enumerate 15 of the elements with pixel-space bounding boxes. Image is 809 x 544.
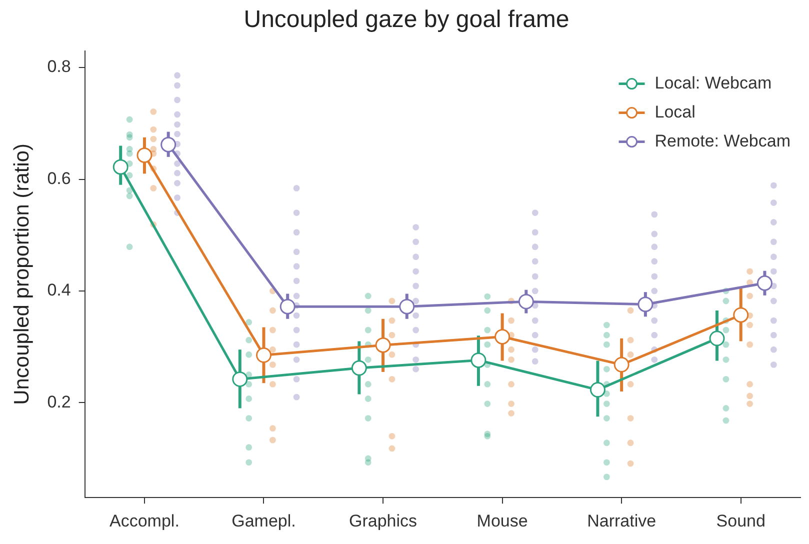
legend-label: Local: Webcam (654, 73, 772, 92)
y-tick-label: 0.8 (47, 57, 71, 76)
x-tick-label: Narrative (587, 511, 656, 530)
legend-label: Remote: Webcam (654, 131, 790, 150)
x-tick-label: Sound (716, 511, 766, 530)
x-tick-label: Gamepl. (232, 511, 296, 530)
y-tick-label: 0.2 (47, 392, 71, 412)
y-tick-label: 0.4 (47, 280, 71, 300)
x-tick-label: Graphics (349, 511, 418, 530)
legend-label: Local (654, 102, 696, 122)
chart-title: Uncoupled gaze by goal frame (244, 6, 570, 34)
y-axis-title: Uncoupled proportion (ratio) (10, 143, 34, 405)
y-tick-label: 0.6 (47, 168, 71, 188)
x-tick-label: Accompl. (110, 511, 180, 530)
x-tick-label: Mouse (476, 511, 528, 530)
